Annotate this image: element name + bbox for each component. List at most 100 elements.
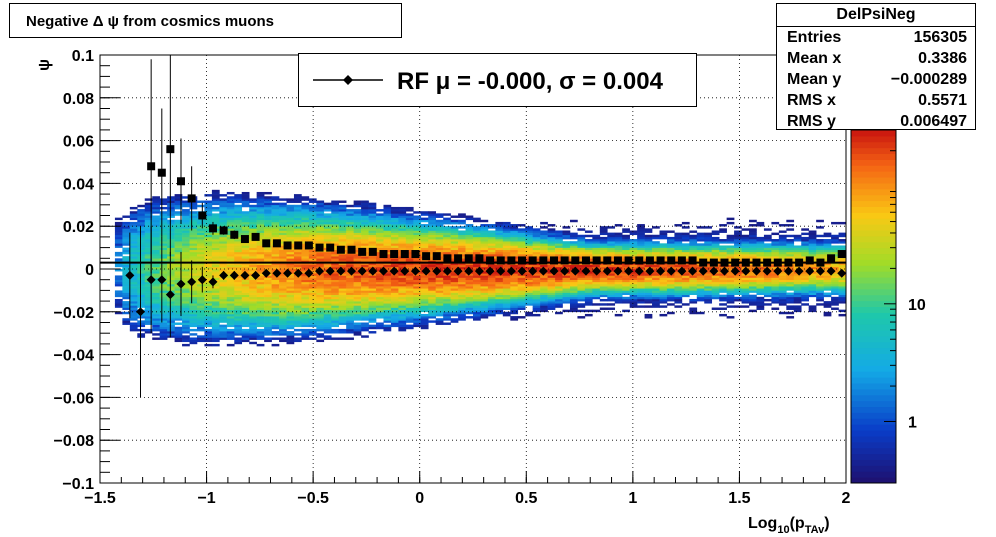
heatmap-bin (137, 228, 146, 231)
heatmap-bin (659, 294, 668, 298)
heatmap-bin (376, 275, 384, 278)
heatmap-bin (637, 281, 645, 285)
heatmap-bin (555, 256, 563, 259)
heatmap-bin (338, 337, 347, 340)
heatmap-bin (323, 307, 332, 310)
heatmap-bin (249, 256, 257, 259)
heatmap-bin (383, 318, 392, 321)
heatmap-bin (114, 251, 123, 255)
heatmap-bin (778, 266, 787, 270)
heatmap-bin (122, 243, 131, 246)
heatmap-bin (540, 290, 548, 293)
heatmap-bin (264, 219, 272, 223)
heatmap-bin (249, 335, 257, 338)
heatmap-bin (659, 281, 668, 285)
heatmap-bin (211, 200, 220, 203)
heatmap-bin (241, 331, 250, 334)
heatmap-bin (241, 256, 250, 259)
heatmap-bin (502, 288, 511, 291)
heatmap-bin (211, 328, 220, 332)
heatmap-bin (249, 249, 257, 253)
data-point-diamond (464, 266, 474, 276)
heatmap-bin (495, 294, 504, 298)
heatmap-bin (264, 234, 272, 238)
heatmap-bin (196, 228, 205, 231)
heatmap-bin (182, 311, 190, 315)
heatmap-bin (361, 316, 369, 319)
heatmap-bin (711, 294, 720, 298)
heatmap-bin (450, 279, 459, 283)
heatmap-bin (241, 226, 250, 229)
heatmap-bin (211, 288, 220, 291)
heatmap-bin (286, 269, 295, 272)
heatmap-bin (122, 290, 131, 293)
heatmap-bin (443, 228, 451, 231)
heatmap-bin (405, 215, 414, 218)
heatmap-bin (346, 283, 354, 287)
heatmap-bin (443, 305, 451, 308)
heatmap-bin (338, 215, 347, 218)
heatmap-bin (346, 337, 354, 340)
heatmap-bin (831, 273, 839, 276)
heatmap-bin (383, 303, 392, 306)
heatmap-bin (114, 241, 123, 244)
heatmap-bin (786, 275, 795, 278)
heatmap-bin (487, 290, 496, 293)
heatmap-bin (137, 320, 146, 323)
heatmap-bin (666, 296, 675, 300)
heatmap-bin (644, 234, 653, 238)
heatmap-bin (376, 307, 384, 310)
heatmap-bin (361, 241, 369, 244)
heatmap-bin (361, 209, 369, 212)
heatmap-bin (823, 241, 832, 244)
heatmap-bin (405, 309, 414, 313)
heatmap-bin (301, 232, 310, 236)
heatmap-bin (368, 211, 377, 214)
heatmap-bin (338, 204, 347, 208)
heatmap-bin (577, 251, 586, 255)
heatmap-bin (189, 269, 198, 272)
data-point-diamond (709, 266, 719, 276)
heatmap-bin (256, 228, 265, 231)
heatmap-bin (167, 324, 175, 328)
heatmap-bin (793, 309, 802, 313)
heatmap-bin (271, 254, 280, 257)
heatmap-bin (144, 202, 153, 206)
heatmap-bin (480, 243, 489, 246)
heatmap-bin (398, 224, 407, 227)
heatmap-bin (249, 211, 257, 214)
heatmap-bin (652, 277, 660, 280)
heatmap-bin (428, 269, 436, 272)
heatmap-bin (659, 277, 668, 280)
heatmap-bin (666, 245, 675, 248)
heatmap-bin (584, 266, 593, 270)
heatmap-bin (159, 335, 168, 338)
heatmap-bin (756, 247, 765, 251)
data-point-diamond (325, 266, 335, 276)
heatmap-bin (487, 234, 496, 238)
heatmap-bin (376, 283, 384, 287)
heatmap-bin (831, 283, 839, 287)
heatmap-bin (577, 245, 586, 248)
heatmap-bin (390, 234, 399, 238)
heatmap-bin (159, 239, 168, 242)
data-point-square (571, 256, 580, 265)
heatmap-bin (256, 232, 265, 236)
heatmap-bin (622, 301, 630, 304)
heatmap-bin (741, 283, 750, 287)
heatmap-bin (838, 286, 847, 289)
heatmap-bin (726, 281, 735, 285)
heatmap-bin (726, 251, 735, 255)
heatmap-bin (510, 307, 519, 310)
heatmap-bin (286, 213, 295, 216)
heatmap-bin (144, 209, 153, 212)
heatmap-bin (584, 230, 593, 233)
heatmap-bin (383, 236, 392, 240)
heatmap-bin (465, 264, 474, 268)
heatmap-bin (279, 232, 287, 236)
heatmap-bin (219, 236, 228, 240)
heatmap-bin (159, 221, 168, 225)
heatmap-bin (778, 303, 787, 306)
heatmap-bin (816, 281, 824, 285)
heatmap-bin (577, 239, 586, 242)
